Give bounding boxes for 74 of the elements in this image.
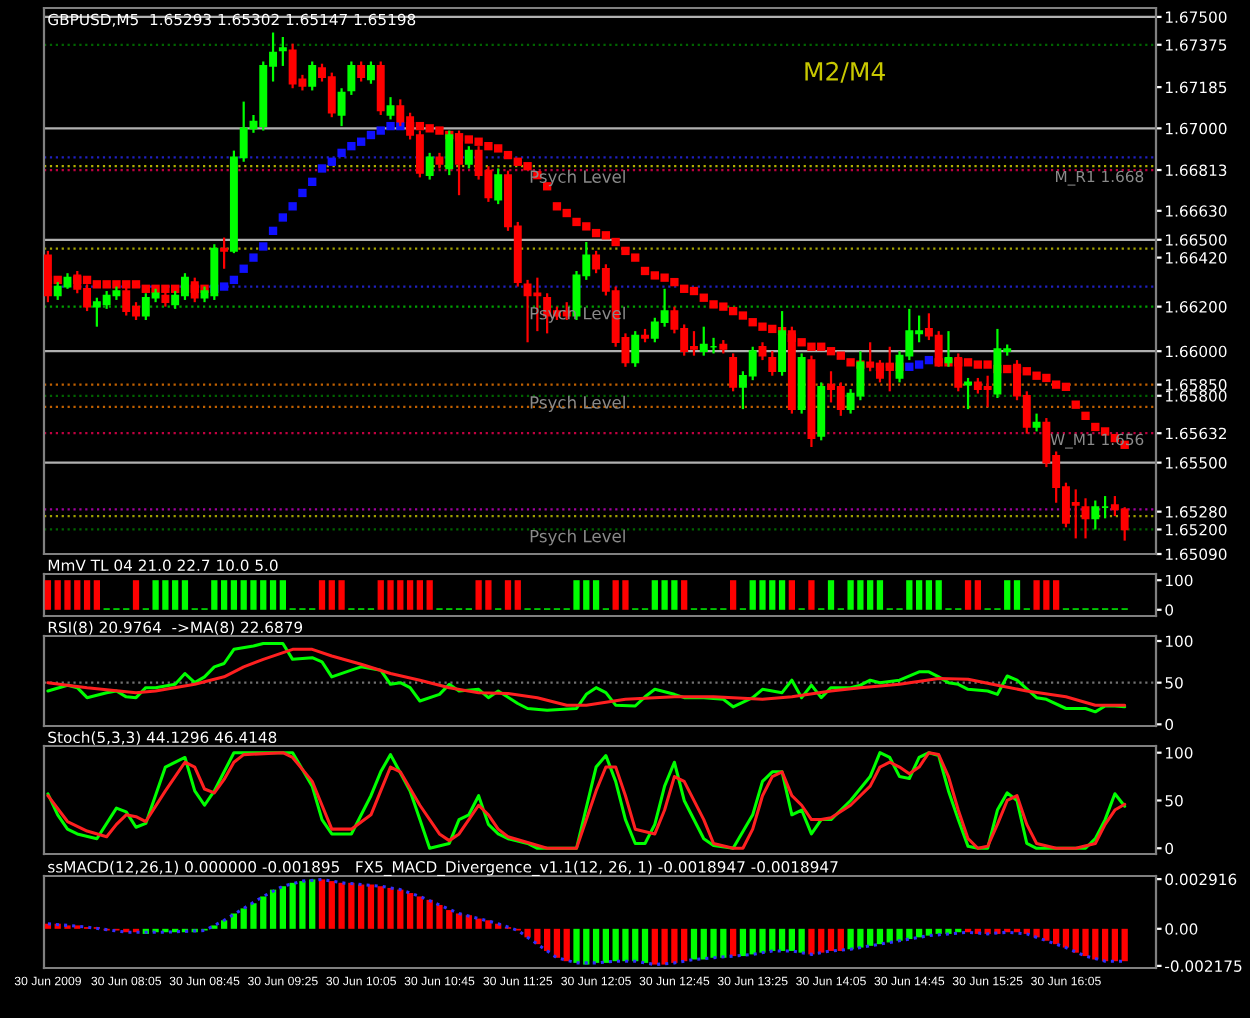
point <box>905 362 914 371</box>
bar <box>827 928 835 951</box>
candlestick <box>278 35 287 68</box>
bar <box>544 928 551 951</box>
bar <box>406 893 414 929</box>
point <box>356 137 366 146</box>
point <box>924 355 934 365</box>
bar <box>690 928 698 960</box>
candlestick <box>494 167 503 206</box>
point <box>337 148 346 158</box>
bar <box>602 928 610 963</box>
bar <box>641 928 649 963</box>
candlestick <box>729 352 738 393</box>
bar <box>798 928 805 953</box>
bar <box>837 928 844 951</box>
candlestick <box>425 151 434 181</box>
point <box>278 213 288 222</box>
point <box>249 253 258 262</box>
bar <box>318 879 326 929</box>
ref-line-label: Psych Level <box>530 170 625 187</box>
candlestick <box>464 145 473 170</box>
candlestick <box>347 60 356 97</box>
candlestick <box>631 330 640 368</box>
point <box>298 188 307 198</box>
point <box>259 242 268 251</box>
point <box>347 142 356 151</box>
point <box>239 264 248 273</box>
bar <box>1101 928 1109 962</box>
candlestick <box>357 60 366 83</box>
line-series <box>46 877 1127 967</box>
point <box>288 202 297 211</box>
point <box>376 126 385 135</box>
candlestick <box>308 60 317 92</box>
candlestick <box>366 60 375 85</box>
candlestick <box>768 350 777 377</box>
point <box>386 121 395 131</box>
point <box>308 177 317 186</box>
candlestick <box>1091 499 1100 531</box>
ref-line-label: Psych Level <box>530 395 625 412</box>
bar <box>416 896 424 929</box>
bar <box>230 913 238 929</box>
point <box>268 226 278 236</box>
bar <box>778 928 786 951</box>
point <box>219 282 229 291</box>
point <box>914 360 924 369</box>
point <box>366 130 376 140</box>
bar <box>1121 928 1128 962</box>
ref-line-label: Psych Level <box>530 529 625 546</box>
bar <box>269 889 277 929</box>
candlestick <box>376 60 385 117</box>
bar <box>739 928 747 957</box>
bar <box>455 913 463 929</box>
candlestick <box>220 236 229 270</box>
point <box>317 164 327 173</box>
bar <box>220 920 228 929</box>
bar <box>553 928 561 958</box>
bar <box>1053 928 1060 945</box>
bar <box>592 928 600 963</box>
bar <box>729 928 737 957</box>
bar <box>358 884 365 929</box>
point <box>229 275 239 285</box>
annotation: M2/M4 <box>805 61 885 83</box>
bar <box>279 886 286 929</box>
bar <box>367 884 375 929</box>
bar <box>876 928 884 945</box>
bar <box>1062 928 1070 948</box>
bar <box>788 928 795 951</box>
point <box>327 157 336 166</box>
line-series <box>46 751 1127 850</box>
bar <box>563 928 570 962</box>
candlestick <box>1081 497 1090 540</box>
bar <box>1111 928 1119 962</box>
candlestick <box>337 87 346 128</box>
candlestick <box>386 96 395 121</box>
